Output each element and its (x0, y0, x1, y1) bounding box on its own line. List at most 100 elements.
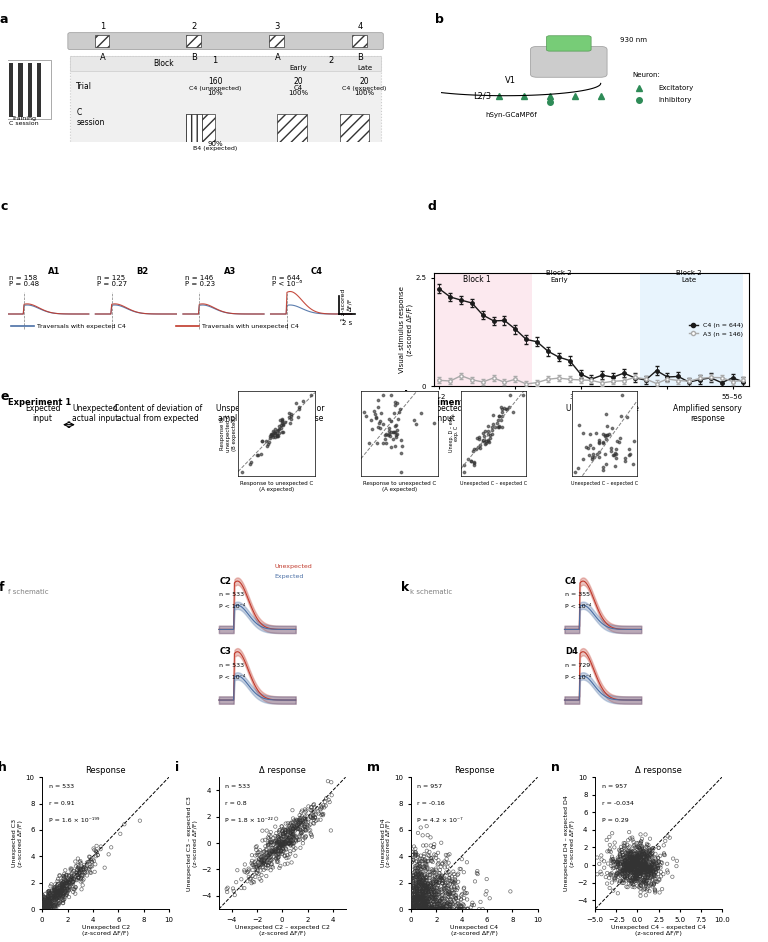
Point (424, 878, 436, 893)
Point (635, 857, 647, 872)
Point (48, 888, 61, 903)
Point (421, 901, 433, 916)
Point (80, 861, 92, 876)
Point (389, 424, 401, 439)
Point (449, 876, 461, 891)
Point (293, 810, 306, 825)
Point (257, 855, 270, 870)
Point (429, 900, 442, 915)
Point (54, 884, 66, 899)
Point (425, 885, 438, 901)
Point (438, 901, 450, 917)
Point (658, 846, 670, 861)
Point (432, 845, 444, 860)
Point (624, 857, 636, 872)
Point (270, 833, 282, 848)
Point (412, 893, 425, 908)
Point (484, 428, 496, 443)
Point (573, 417, 585, 432)
Point (458, 890, 470, 905)
Point (407, 874, 419, 889)
Point (63, 880, 75, 895)
Point (43, 885, 55, 901)
Point (612, 852, 624, 867)
Point (625, 876, 637, 891)
Point (408, 839, 420, 854)
Point (595, 848, 607, 863)
Text: n = 533: n = 533 (220, 593, 244, 597)
Point (448, 893, 460, 908)
Point (428, 880, 440, 895)
Point (595, 852, 607, 867)
Point (455, 901, 467, 917)
Point (306, 800, 318, 815)
Point (425, 901, 437, 917)
Point (85, 854, 98, 869)
Point (273, 847, 286, 862)
Point (446, 901, 458, 917)
Point (284, 816, 296, 831)
Point (648, 856, 660, 871)
Point (44, 894, 56, 909)
Point (406, 895, 418, 910)
Point (443, 847, 455, 862)
Point (406, 871, 418, 886)
Point (631, 856, 644, 871)
Point (295, 817, 307, 832)
Text: Amplified sensory
response: Amplified sensory response (674, 403, 742, 423)
Point (407, 891, 419, 906)
Point (631, 850, 643, 865)
Point (416, 879, 429, 894)
Point (624, 853, 637, 868)
Point (633, 847, 645, 862)
Point (623, 860, 635, 875)
Point (627, 853, 640, 868)
Point (637, 849, 650, 864)
Point (648, 863, 660, 878)
Point (287, 830, 300, 845)
Point (614, 874, 626, 889)
Point (255, 857, 267, 872)
Point (440, 895, 452, 910)
Point (606, 849, 618, 864)
Point (255, 853, 267, 869)
Point (409, 892, 422, 907)
Point (614, 855, 627, 870)
Point (598, 853, 611, 869)
Point (42, 888, 55, 903)
Point (308, 812, 320, 827)
Point (418, 886, 430, 901)
Point (57, 881, 69, 896)
Bar (70, 56, 381, 71)
Point (406, 890, 418, 905)
Point (411, 896, 423, 911)
Point (369, 407, 381, 422)
Point (443, 897, 455, 912)
Point (52, 876, 65, 891)
Point (430, 890, 442, 905)
Point (50, 891, 62, 906)
Point (614, 847, 627, 862)
Point (48, 885, 60, 901)
Point (670, 858, 683, 873)
Text: 4: 4 (358, 23, 363, 31)
Point (286, 834, 299, 849)
Point (432, 901, 444, 917)
Point (641, 867, 653, 882)
Point (639, 875, 651, 890)
Point (405, 901, 417, 916)
Point (640, 858, 652, 873)
Point (266, 843, 278, 858)
Point (49, 888, 61, 903)
Point (412, 896, 425, 911)
Point (55, 879, 68, 894)
Point (413, 898, 425, 913)
Point (296, 836, 309, 851)
Point (425, 889, 438, 904)
Point (631, 854, 643, 869)
Point (385, 440, 397, 455)
Point (634, 869, 646, 884)
Point (293, 832, 306, 847)
Text: n = 533: n = 533 (48, 784, 74, 788)
Point (41, 901, 54, 917)
